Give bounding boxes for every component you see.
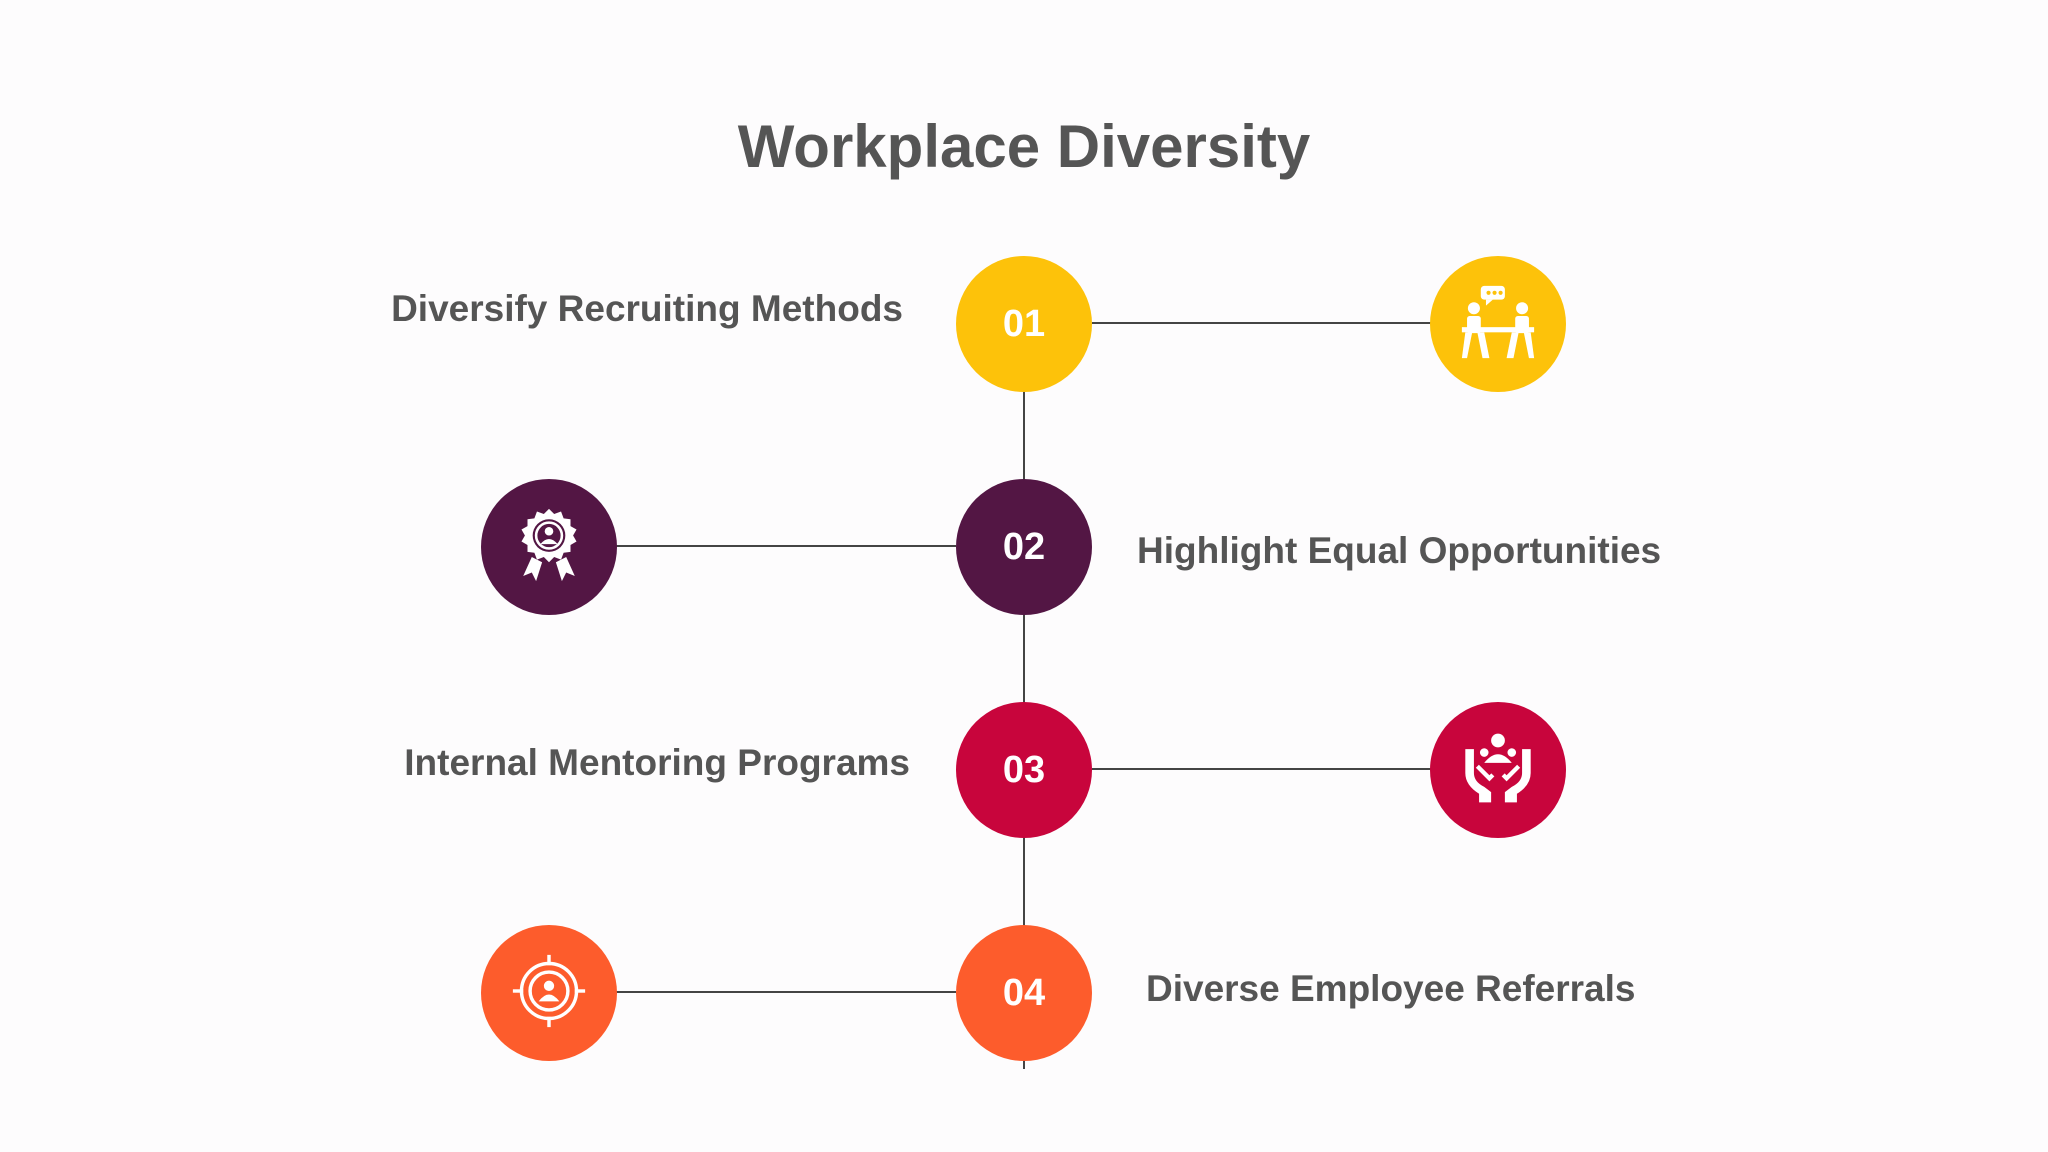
step-02-icon-circle [481,479,617,615]
connector-vertical [1023,324,1025,1069]
step-02-label: Highlight Equal Opportunities [1137,530,1662,571]
step-01-label: Diversify Recruiting Methods [391,288,903,329]
badge-person-icon [506,502,592,593]
step-02-number-circle: 02 [956,479,1092,615]
target-person-icon [506,948,592,1039]
connector-03 [1092,768,1432,770]
step-03-icon-circle [1430,702,1566,838]
step-03-label: Internal Mentoring Programs [404,742,910,783]
step-04-number: 04 [1002,971,1046,1014]
step-04-label: Diverse Employee Referrals [1146,968,1636,1009]
step-03-number: 03 [1002,748,1046,791]
step-01-icon-circle [1430,256,1566,392]
meeting-people-icon [1455,279,1541,370]
connector-02 [616,545,956,547]
step-04-icon-circle [481,925,617,1061]
step-03-number-circle: 03 [956,702,1092,838]
step-01-number: 01 [1002,302,1046,345]
page-title: Workplace Diversity [737,113,1311,180]
connector-01 [1092,322,1432,324]
hands-support-icon [1455,725,1541,816]
step-02-number: 02 [1002,525,1046,568]
connector-04 [616,991,956,993]
step-04-number-circle: 04 [956,925,1092,1061]
step-01-number-circle: 01 [956,256,1092,392]
